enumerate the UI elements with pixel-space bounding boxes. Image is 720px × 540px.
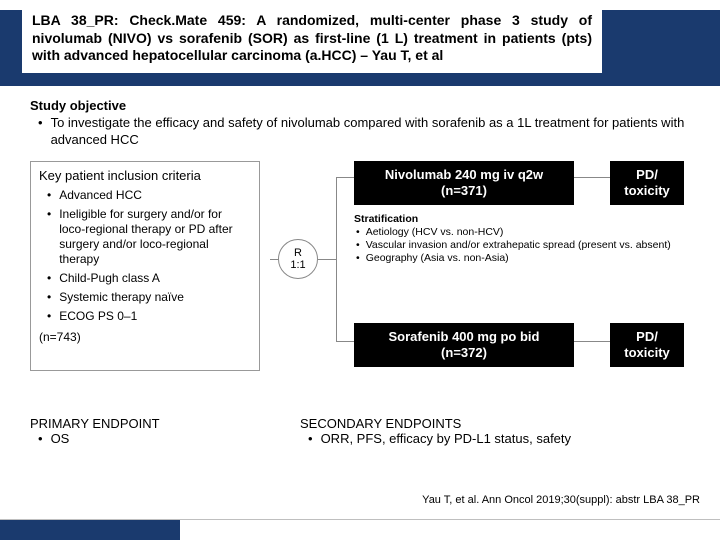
- secondary-endpoints-heading: SECONDARY ENDPOINTS: [300, 416, 700, 431]
- bullet-icon: •: [356, 252, 360, 265]
- endpoints-row: PRIMARY ENDPOINT •OS SECONDARY ENDPOINTS…: [30, 416, 700, 446]
- inclusion-box: Key patient inclusion criteria •Advanced…: [30, 161, 260, 371]
- outcome-a-l2: toxicity: [612, 183, 682, 199]
- arm-a-label: Nivolumab 240 mg iv q2w: [358, 167, 570, 183]
- objective-text: To investigate the efficacy and safety o…: [51, 115, 700, 149]
- stratification-heading: Stratification: [354, 213, 684, 226]
- primary-endpoint-heading: PRIMARY ENDPOINT: [30, 416, 260, 431]
- bullet-icon: •: [308, 431, 313, 446]
- inclusion-item: •Ineligible for surgery and/or for loco-…: [39, 207, 251, 267]
- outcome-b-l2: toxicity: [612, 345, 682, 361]
- rand-label-r: R: [294, 247, 302, 259]
- bullet-icon: •: [38, 431, 43, 446]
- stratification-item: •Geography (Asia vs. non-Asia): [354, 252, 684, 265]
- inclusion-n-total: (n=743): [39, 330, 251, 345]
- connector-line: [336, 341, 354, 342]
- outcome-a-box: PD/ toxicity: [610, 161, 684, 206]
- connector-line: [336, 177, 337, 341]
- connector-line: [336, 177, 354, 178]
- bullet-icon: •: [47, 188, 51, 203]
- footer-brand-bar: [0, 520, 180, 540]
- arm-b-n: (n=372): [358, 345, 570, 361]
- bullet-icon: •: [47, 290, 51, 305]
- objective-heading: Study objective: [30, 98, 700, 115]
- main-row: Key patient inclusion criteria •Advanced…: [30, 161, 700, 371]
- inclusion-item: •Child-Pugh class A: [39, 271, 251, 286]
- bullet-icon: •: [38, 115, 43, 149]
- connector-line: [574, 177, 610, 178]
- content-region: Study objective • To investigate the eff…: [30, 98, 700, 371]
- arm-b-label: Sorafenib 400 mg po bid: [358, 329, 570, 345]
- outcome-b-l1: PD/: [612, 329, 682, 345]
- rand-label-ratio: 1:1: [290, 259, 305, 271]
- objective-bullet: • To investigate the efficacy and safety…: [30, 115, 700, 149]
- primary-endpoint: PRIMARY ENDPOINT •OS: [30, 416, 260, 446]
- randomization-diagram: R 1:1 Nivolumab 240 mg iv q2w (n=371) PD…: [270, 161, 700, 371]
- bullet-icon: •: [356, 239, 360, 252]
- secondary-endpoint-item: •ORR, PFS, efficacy by PD-L1 status, saf…: [300, 431, 700, 446]
- primary-endpoint-item: •OS: [30, 431, 260, 446]
- stratification-block: Stratification •Aetiology (HCV vs. non-H…: [354, 213, 684, 266]
- bullet-icon: •: [47, 309, 51, 324]
- inclusion-heading: Key patient inclusion criteria: [39, 168, 251, 184]
- stratification-item: •Aetiology (HCV vs. non-HCV): [354, 226, 684, 239]
- outcome-a-l1: PD/: [612, 167, 682, 183]
- study-objective: Study objective • To investigate the eff…: [30, 98, 700, 149]
- secondary-endpoints: SECONDARY ENDPOINTS •ORR, PFS, efficacy …: [300, 416, 700, 446]
- randomization-node: R 1:1: [278, 239, 318, 279]
- inclusion-item: •Advanced HCC: [39, 188, 251, 203]
- connector-line: [318, 259, 336, 260]
- bullet-icon: •: [47, 207, 51, 267]
- connector-line: [574, 341, 610, 342]
- outcome-b-box: PD/ toxicity: [610, 323, 684, 368]
- bullet-icon: •: [356, 226, 360, 239]
- arm-a-box: Nivolumab 240 mg iv q2w (n=371): [354, 161, 574, 206]
- bullet-icon: •: [47, 271, 51, 286]
- stratification-item: •Vascular invasion and/or extrahepatic s…: [354, 239, 684, 252]
- inclusion-item: •ECOG PS 0–1: [39, 309, 251, 324]
- arm-b-box: Sorafenib 400 mg po bid (n=372): [354, 323, 574, 368]
- citation: Yau T, et al. Ann Oncol 2019;30(suppl): …: [422, 494, 700, 506]
- inclusion-item: •Systemic therapy naïve: [39, 290, 251, 305]
- slide-title: LBA 38_PR: Check.Mate 459: A randomized,…: [22, 6, 602, 73]
- arm-a-n: (n=371): [358, 183, 570, 199]
